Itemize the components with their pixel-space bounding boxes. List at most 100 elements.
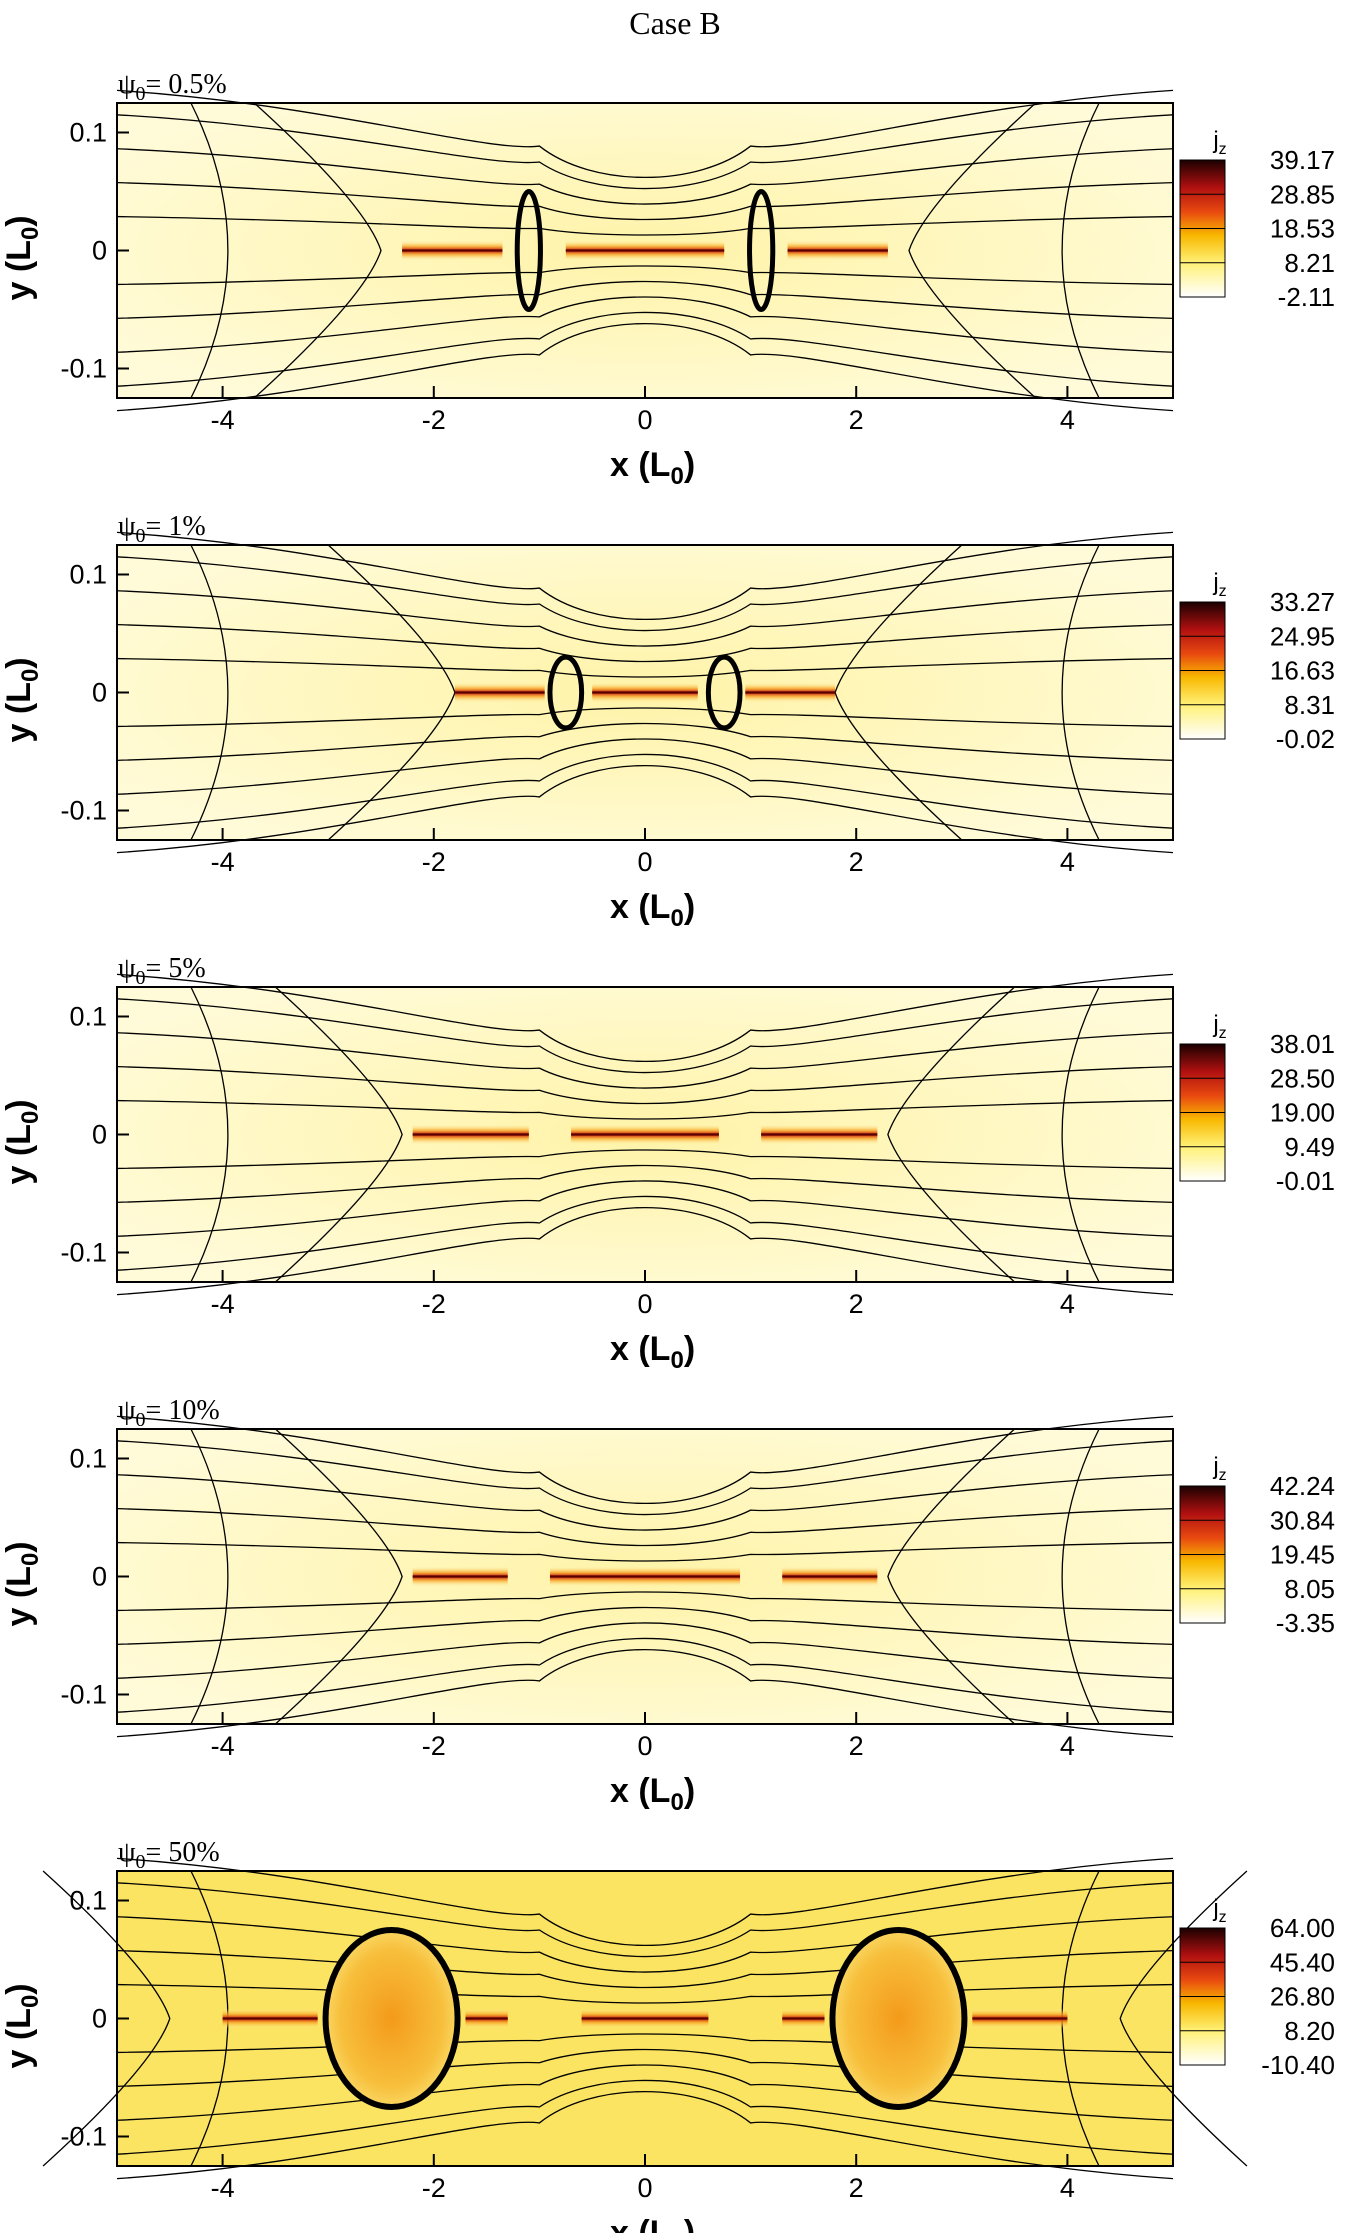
colorbar-label: jz (1212, 1895, 1226, 1926)
colorbar-label-sub: z (1219, 1909, 1227, 1926)
field-line (116, 1066, 1174, 1105)
colorbar-tick-label: 24.95 (1270, 621, 1335, 651)
x-tick-label: -2 (422, 405, 446, 435)
colorbar-tick-label: -0.01 (1276, 1166, 1335, 1196)
panels: -4 -2 0 2 40.10-0.1x (L0)y (L0)ψ0= 0.5%jz 39.… (0, 69, 1335, 2238)
separatrix-line (42, 1870, 171, 2167)
field-line (116, 265, 1174, 286)
colorbar-tick-label: 19.00 (1270, 1098, 1335, 1128)
outer-field-line (190, 986, 229, 1283)
x-tick-label: 2 (849, 847, 864, 877)
y-tick-label: 0 (92, 1562, 107, 1592)
colorbar-tick-label: 45.40 (1270, 1947, 1335, 1977)
panel-label-value: = 50% (146, 1837, 220, 1868)
x-tick-label: 0 (637, 847, 652, 877)
colorbar-tick-label: 39.17 (1270, 145, 1335, 175)
panel-label-symbol: ψ (118, 953, 136, 984)
field-line (116, 1164, 1174, 1203)
y-axis-label-unit: (L (0, 240, 38, 272)
outer-field-line (190, 1428, 229, 1725)
y-axis-label-unit: (L (0, 1566, 38, 1598)
field-lines (116, 973, 1174, 1296)
x-axis-label-unit-sub: 0 (670, 1789, 683, 1816)
panel-label-sub: 0 (136, 1851, 146, 1873)
outer-field-line (1061, 544, 1100, 841)
y-tick-label: 0.1 (69, 1886, 107, 1916)
panel-label-value: = 0.5% (146, 69, 227, 100)
x-tick-label: -4 (211, 847, 235, 877)
x-axis-label-var: x (610, 888, 638, 926)
field-line (116, 1415, 1174, 1505)
outer-field-line (1061, 102, 1100, 399)
x-axis-label: x (L0) (610, 1330, 695, 1374)
x-axis-label-unit: (L (638, 1330, 670, 1368)
colorbar-label-sub: z (1219, 141, 1227, 158)
x-axis-label-unit-close: ) (684, 1772, 695, 1810)
field-line (116, 1180, 1174, 1237)
field-line (116, 1099, 1174, 1120)
field-line (116, 624, 1174, 663)
field-line (116, 322, 1174, 412)
field-lines (116, 89, 1174, 412)
colorbar-tick-label: 19.45 (1270, 1540, 1335, 1570)
outer-field-line (1061, 986, 1100, 1283)
y-axis-label-unit-close: ) (0, 215, 38, 226)
colorbar-tick-label: 8.20 (1284, 2016, 1335, 2046)
colorbar-label-main: j (1212, 1453, 1218, 1480)
x-tick-label: 2 (849, 405, 864, 435)
x-axis-label-unit-sub: 0 (670, 463, 683, 490)
panel-label-sub: 0 (136, 83, 146, 105)
separatrix-line (274, 986, 403, 1283)
colorbar-tick-label: 16.63 (1270, 656, 1335, 686)
x-tick-label: 2 (849, 2173, 864, 2203)
colorbar-tick-label: 8.31 (1284, 690, 1335, 720)
y-axis-label-var: y (0, 272, 38, 300)
field-line (116, 280, 1174, 319)
colorbar-tick-label: -2.11 (1278, 282, 1335, 312)
y-tick-label: 0.1 (69, 118, 107, 148)
field-line (116, 1637, 1174, 1713)
colorbar-tick-label: 8.21 (1284, 248, 1335, 278)
field-line (116, 148, 1174, 205)
colorbar-tick-label: 8.05 (1284, 1574, 1335, 1604)
y-axis-label: y (L0) (0, 215, 44, 300)
panel-label: ψ0= 50% (118, 1837, 220, 1873)
y-axis-label: y (L0) (0, 1983, 44, 2068)
y-axis-label: y (L0) (0, 657, 44, 742)
x-tick-label: 0 (637, 1731, 652, 1761)
x-tick-label: -2 (422, 1289, 446, 1319)
panel: -4 -2 0 2 40.10-0.1x (L0)y (L0)ψ0= 0.5%jz 39.… (0, 69, 1335, 490)
field-line (116, 215, 1174, 236)
field-line (116, 1206, 1174, 1296)
x-tick-label: -4 (211, 1731, 235, 1761)
field-lines (116, 1415, 1174, 1738)
x-tick-label: 4 (1060, 1731, 1075, 1761)
x-tick-label: -4 (211, 2173, 235, 2203)
field-line (116, 1622, 1174, 1679)
panel-label-value: = 10% (146, 1395, 220, 1426)
field-line (116, 89, 1174, 179)
separatrix-line (887, 1428, 1016, 1725)
colorbar-tick-label: 26.80 (1270, 1982, 1335, 2012)
x-tick-label: 2 (849, 1289, 864, 1319)
field-line (116, 998, 1174, 1074)
x-axis-label-unit-close: ) (684, 1330, 695, 1368)
colorbar-label-sub: z (1219, 1025, 1227, 1042)
y-axis-label-unit: (L (0, 1124, 38, 1156)
y-axis-label-var: y (0, 2040, 38, 2068)
y-tick-label: 0.1 (69, 1444, 107, 1474)
field-line (116, 1149, 1174, 1170)
colorbar-tick-label: 9.49 (1284, 1132, 1335, 1162)
panel: -4 -2 0 2 40.10-0.1x (L0)y (L0)ψ0= 1%jz 33.27… (0, 511, 1335, 932)
x-axis-label-unit-close: ) (684, 888, 695, 926)
x-tick-label: 0 (637, 2173, 652, 2203)
colorbar-tick-label: 64.00 (1270, 1913, 1335, 1943)
plasmoid-island (747, 189, 776, 312)
panel-label: ψ0= 10% (118, 1395, 220, 1431)
colorbar-tick-label: 42.24 (1270, 1471, 1335, 1501)
x-axis-label: x (L0) (610, 888, 695, 932)
x-tick-label: 2 (849, 1731, 864, 1761)
y-axis-label-unit-sub: 0 (17, 227, 44, 240)
